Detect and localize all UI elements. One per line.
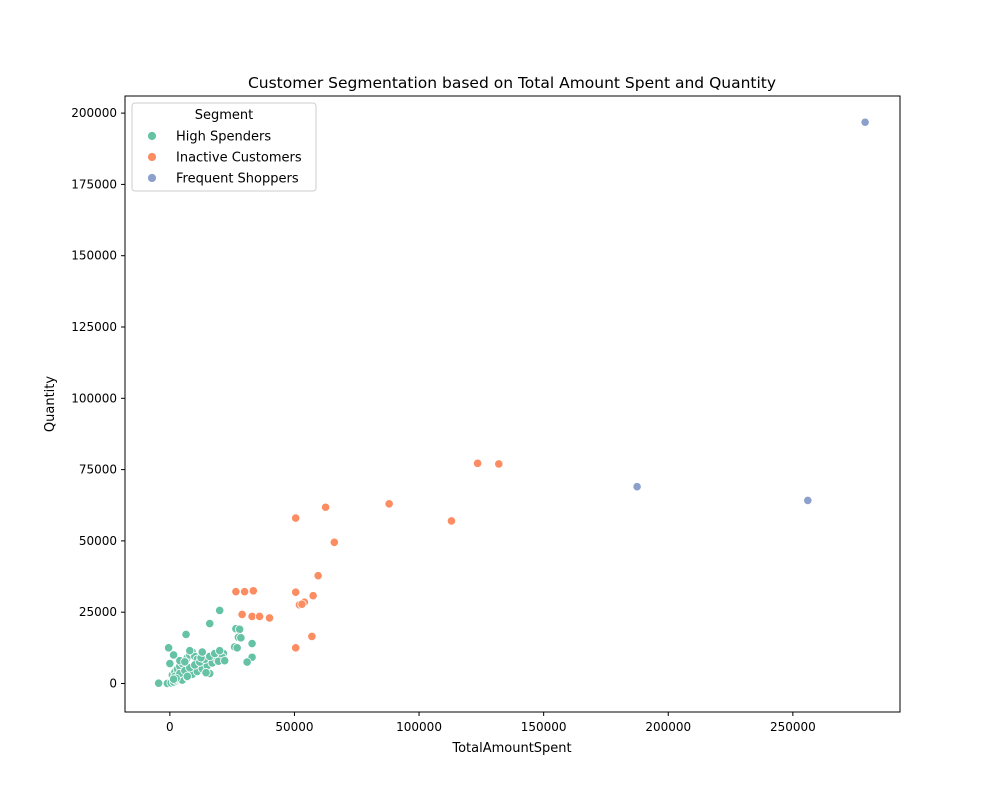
- y-tick-label-8: 200000: [71, 106, 117, 120]
- point-frequent-shoppers-2: [803, 495, 813, 505]
- x-axis-label: TotalAmountSpent: [451, 741, 571, 756]
- point-high-spenders-68: [201, 668, 211, 678]
- point-inactive-customers-6: [329, 537, 339, 547]
- point-high-spenders-59: [215, 646, 225, 656]
- point-high-spenders-61: [164, 643, 174, 653]
- point-high-spenders-75: [205, 618, 215, 629]
- points-layer: [154, 117, 870, 689]
- x-tick-label-3: 150000: [521, 720, 567, 734]
- point-inactive-customers-5: [446, 516, 457, 526]
- point-high-spenders-85: [168, 674, 179, 684]
- point-high-spenders-60: [165, 658, 175, 669]
- point-inactive-customers-0: [473, 458, 483, 468]
- y-tick-label-6: 150000: [71, 249, 117, 263]
- point-high-spenders-64: [181, 629, 191, 640]
- legend: Segment High Spenders Inactive Customers F…: [131, 102, 317, 192]
- point-inactive-customers-11: [291, 587, 301, 597]
- legend-marker-inactive-customers: [147, 152, 157, 162]
- point-inactive-customers-19: [264, 613, 275, 623]
- point-inactive-customers-9: [231, 587, 241, 597]
- point-inactive-customers-20: [307, 631, 317, 642]
- point-high-spenders-72: [182, 671, 192, 681]
- y-axis-label: Quantity: [43, 376, 58, 432]
- y-tick-label-2: 50000: [79, 534, 117, 548]
- chart-title: Customer Segmentation based on Total Amo…: [248, 74, 776, 92]
- x-tick-label-1: 50000: [275, 720, 313, 734]
- point-inactive-customers-2: [384, 499, 394, 509]
- point-high-spenders-65: [185, 646, 195, 656]
- y-tick-label-4: 100000: [71, 391, 117, 405]
- point-high-spenders-81: [232, 643, 242, 653]
- point-inactive-customers-12: [308, 591, 318, 601]
- point-high-spenders-82: [247, 638, 257, 649]
- y-tick-label-3: 75000: [79, 463, 117, 477]
- legend-marker-high-spenders: [147, 131, 157, 141]
- point-high-spenders-79: [236, 633, 246, 643]
- point-high-spenders-84: [242, 657, 252, 667]
- legend-items: High Spenders Inactive Customers Frequent …: [147, 130, 302, 187]
- legend-title: Segment: [195, 108, 254, 123]
- x-tick-label-2: 100000: [396, 720, 442, 734]
- point-inactive-customers-21: [291, 643, 301, 653]
- y-tick-label-5: 125000: [71, 320, 117, 334]
- point-high-spenders-62: [168, 650, 179, 660]
- x-axis-ticks: 0 50000 100000 150000 200000 250000: [166, 712, 816, 734]
- x-tick-label-0: 0: [166, 720, 174, 734]
- x-tick-label-4: 200000: [645, 720, 691, 734]
- point-high-spenders-67: [197, 647, 207, 657]
- point-inactive-customers-16: [237, 609, 247, 620]
- legend-label-frequent-shoppers: Frequent Shoppers: [176, 172, 299, 187]
- y-axis-ticks: 0 25000 50000 75000 100000 125000 150000 175000…: [71, 106, 125, 690]
- legend-marker-frequent-shoppers: [147, 173, 157, 183]
- point-frequent-shoppers-0: [860, 117, 870, 127]
- point-inactive-customers-1: [494, 459, 504, 469]
- point-inactive-customers-7: [313, 571, 323, 581]
- legend-label-inactive-customers: Inactive Customers: [176, 151, 302, 166]
- point-high-spenders-73: [180, 657, 190, 667]
- point-inactive-customers-15: [297, 599, 307, 609]
- point-high-spenders-0: [154, 678, 164, 688]
- point-inactive-customers-4: [291, 513, 301, 523]
- legend-box: [131, 102, 317, 192]
- legend-label-high-spenders: High Spenders: [176, 130, 271, 145]
- point-high-spenders-70: [220, 656, 230, 666]
- y-tick-label-7: 175000: [71, 177, 117, 191]
- y-tick-label-1: 25000: [79, 605, 117, 619]
- point-high-spenders-74: [215, 605, 225, 616]
- point-inactive-customers-8: [248, 586, 258, 596]
- point-inactive-customers-3: [320, 502, 331, 512]
- y-tick-label-0: 0: [109, 676, 117, 690]
- point-frequent-shoppers-1: [632, 482, 642, 492]
- plot-frame: [124, 95, 901, 713]
- x-tick-label-5: 250000: [770, 720, 816, 734]
- point-inactive-customers-18: [254, 611, 265, 622]
- point-high-spenders-77: [235, 624, 245, 634]
- point-inactive-customers-10: [240, 587, 250, 597]
